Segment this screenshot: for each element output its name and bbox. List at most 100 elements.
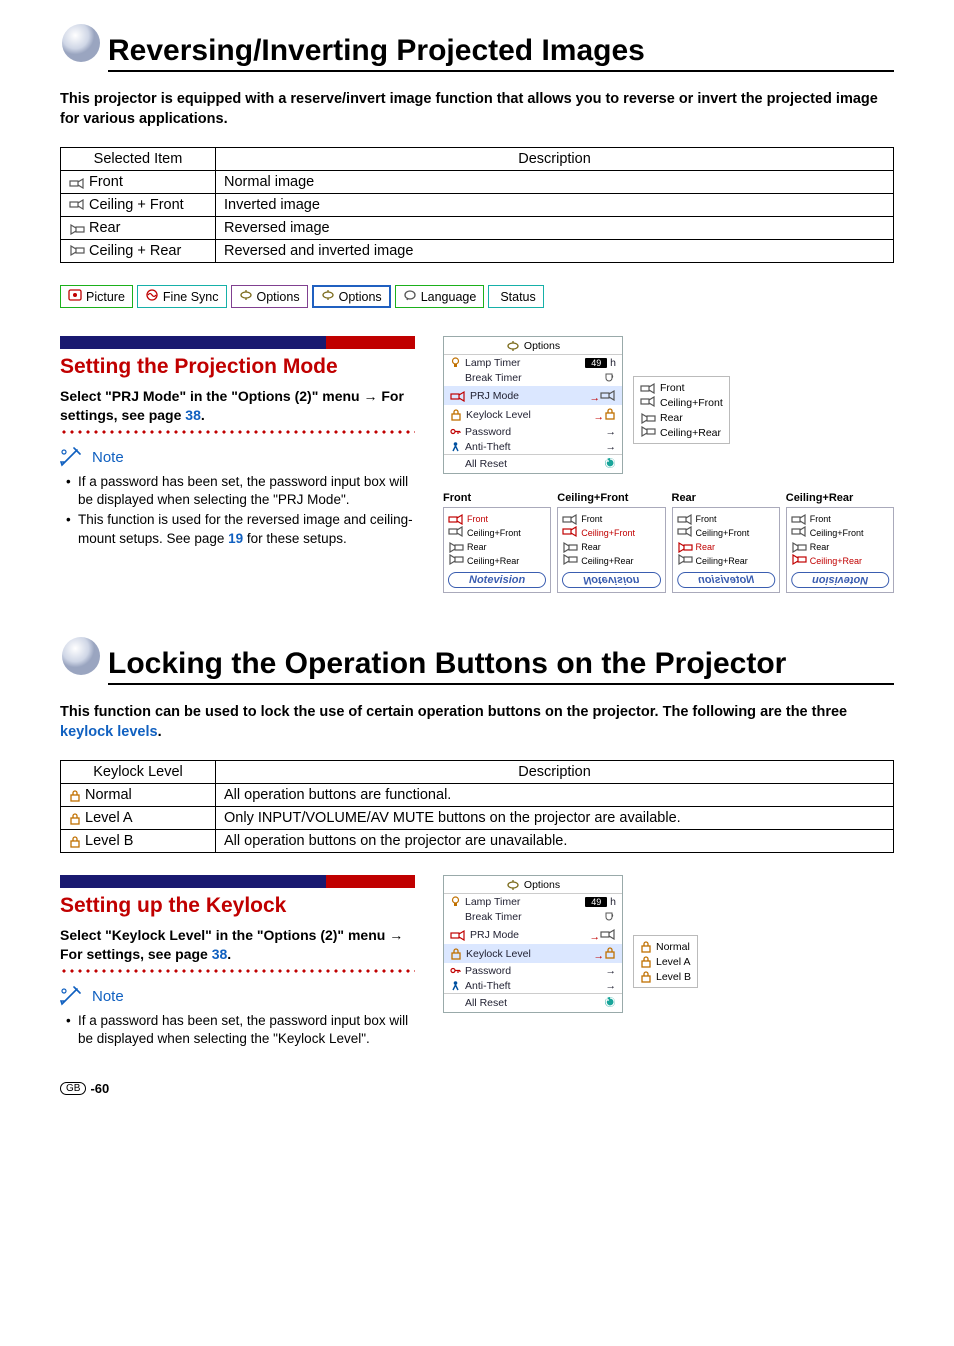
notes-list: If a password has been set, the password…: [60, 1012, 415, 1048]
mode-column: Front Front Ceiling+Front Rear Ceiling+R…: [443, 492, 551, 593]
tab-icon: [403, 289, 417, 304]
menu-tab[interactable]: Picture: [60, 285, 133, 308]
prj-mode-icon: [562, 512, 578, 525]
subsection-bar: [60, 336, 415, 349]
subsection-lead: Select "PRJ Mode" in the "Options (2)" m…: [60, 387, 415, 425]
notevision-logo: Notevision: [448, 572, 546, 588]
section-header: Reversing/Inverting Projected Images: [60, 30, 894, 72]
options-row: All Reset: [444, 993, 622, 1012]
table-cell: Normal image: [216, 171, 894, 194]
options-row: Password→: [444, 424, 622, 439]
lock-icon: [69, 812, 81, 825]
mode-column: Rear Front Ceiling+Front Rear Ceiling+Re…: [672, 492, 780, 593]
options-panel: OptionsLamp Timer49 hBreak Timer PRJ Mod…: [443, 336, 623, 474]
menu-tab[interactable]: Options: [312, 285, 391, 308]
tab-label: Language: [421, 290, 477, 304]
tab-label: Picture: [86, 290, 125, 304]
options-row: All Reset: [444, 454, 622, 473]
keylock-link[interactable]: keylock levels: [60, 724, 158, 740]
page-link[interactable]: 38: [212, 946, 228, 962]
table-cell: Ceiling + Front: [61, 194, 216, 217]
subsection-title: Setting up the Keylock: [60, 894, 415, 918]
section-bullet-icon: [60, 22, 102, 64]
page-link[interactable]: 38: [185, 407, 201, 423]
prj-mode-icon: [69, 176, 85, 189]
popup-item: Normal: [640, 940, 691, 953]
prj-mode-icon: [448, 554, 464, 567]
lock-icon: [69, 835, 81, 848]
table-cell: Front: [61, 171, 216, 194]
options-row: Anti-Theft→: [444, 439, 622, 454]
options-row: Break Timer: [444, 370, 622, 386]
prj-mode-icon: [448, 526, 464, 539]
prj-mode-icon: [791, 526, 807, 539]
keylock-table: Keylock Level Description Normal All ope…: [60, 760, 894, 853]
prj-mode-icon: [562, 554, 578, 567]
notevision-logo: Notevision: [677, 572, 775, 588]
right-column: OptionsLamp Timer49 hBreak Timer PRJ Mod…: [443, 875, 894, 1050]
table-cell: Reversed and inverted image: [216, 240, 894, 263]
options-row: Keylock Level→: [444, 405, 622, 424]
right-column: OptionsLamp Timer49 hBreak Timer PRJ Mod…: [443, 336, 894, 593]
prj-mode-icon: [791, 512, 807, 525]
section-intro: This function can be used to lock the us…: [60, 703, 894, 742]
note-icon: [60, 986, 86, 1006]
menu-tab[interactable]: Options: [231, 285, 308, 308]
prj-mode-icon: [677, 526, 693, 539]
lock-icon: [450, 947, 462, 960]
popup-item: Ceiling+Rear: [640, 426, 723, 439]
gb-badge: GB: [60, 1082, 86, 1095]
options-title: Options: [444, 337, 622, 355]
options-row: PRJ Mode→: [444, 925, 622, 944]
options-row: Anti-Theft→: [444, 978, 622, 993]
table-cell: Ceiling + Rear: [61, 240, 216, 263]
dotted-rule: [60, 429, 415, 435]
prj-mode-icon: [450, 928, 466, 941]
lock-icon: [640, 955, 652, 968]
section-intro: This projector is equipped with a reserv…: [60, 90, 894, 129]
prj-popup: Front Ceiling+Front Rear Ceiling+Rear: [633, 376, 730, 444]
table-header: Keylock Level: [61, 761, 216, 784]
options-panel: OptionsLamp Timer49 hBreak Timer PRJ Mod…: [443, 875, 623, 1013]
prj-mode-table: Selected Item Description Front Normal i…: [60, 147, 894, 263]
popup-item: Level B: [640, 970, 691, 983]
options-row: Password→: [444, 963, 622, 978]
menu-tab[interactable]: Status: [488, 285, 543, 308]
tab-icon: [239, 289, 253, 304]
tab-label: Status: [500, 290, 535, 304]
table-cell: All operation buttons are functional.: [216, 784, 894, 807]
keylock-popup: Normal Level A Level B: [633, 935, 698, 988]
prj-mode-icon: [69, 199, 85, 212]
tab-label: Options: [257, 290, 300, 304]
table-cell: Inverted image: [216, 194, 894, 217]
note-icon: [60, 447, 86, 467]
subsection-title: Setting the Projection Mode: [60, 355, 415, 379]
page-link[interactable]: 19: [228, 531, 243, 546]
prj-mode-icon: [677, 554, 693, 567]
tab-label: Fine Sync: [163, 290, 219, 304]
section-header: Locking the Operation Buttons on the Pro…: [60, 643, 894, 685]
table-cell: Normal: [61, 784, 216, 807]
tab-icon: [321, 289, 335, 304]
menu-tab[interactable]: Fine Sync: [137, 285, 227, 308]
options-row: PRJ Mode→: [444, 386, 622, 405]
options-row: Keylock Level→: [444, 944, 622, 963]
notevision-logo: Notevision: [791, 572, 889, 588]
prj-mode-icon: [640, 381, 656, 394]
prj-mode-icon: [791, 554, 807, 567]
notes-list: If a password has been set, the password…: [60, 473, 415, 548]
prj-mode-icon: [450, 389, 466, 402]
menu-tabs: Picture Fine Sync Options Options Language St…: [60, 285, 894, 308]
page-number: -60: [90, 1081, 109, 1096]
menu-tab[interactable]: Language: [395, 285, 485, 308]
prj-mode-icon: [69, 222, 85, 235]
prj-mode-icon: [600, 388, 616, 401]
dotted-rule: [60, 968, 415, 974]
options-row: Lamp Timer49 h: [444, 355, 622, 370]
note-item: If a password has been set, the password…: [78, 1012, 415, 1048]
prj-mode-icon: [640, 411, 656, 424]
prj-mode-icon: [562, 526, 578, 539]
subsection-bar: [60, 875, 415, 888]
options-title: Options: [444, 876, 622, 894]
popup-item: Level A: [640, 955, 691, 968]
